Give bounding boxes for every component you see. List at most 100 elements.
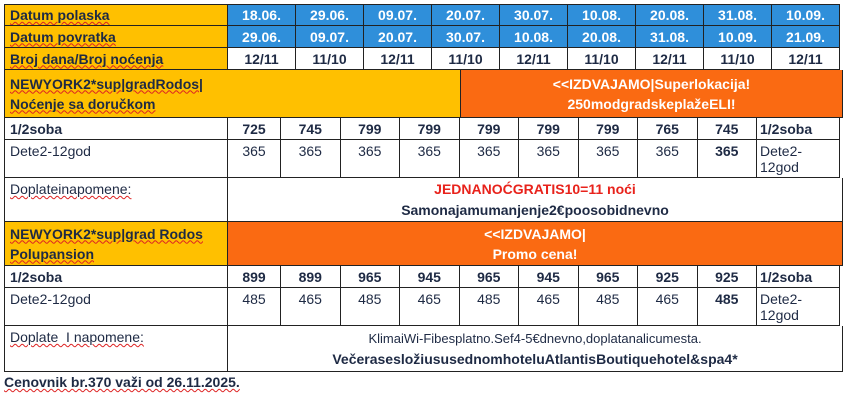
- child-price: 365: [340, 140, 400, 178]
- child-label: Dete2-12god: [4, 288, 228, 326]
- child-price: 365: [519, 140, 579, 178]
- notes-label: Doplate I napomene:: [4, 326, 228, 372]
- hotel2-name-line1: NEWYORK2*sup|grad Rodos: [10, 225, 203, 242]
- room-price: 799: [519, 118, 579, 140]
- return-date: 21.09.: [772, 26, 840, 48]
- departure-date: 09.07.: [364, 4, 432, 26]
- child-price: 365: [228, 140, 281, 178]
- nights-value: 12/11: [228, 48, 296, 70]
- room-label: 1/2soba: [4, 118, 228, 140]
- room-price: 745: [697, 118, 757, 140]
- child-price: 485: [340, 288, 400, 326]
- child-label-end-2: 12god: [760, 159, 799, 175]
- return-date: 10.09.: [704, 26, 772, 48]
- hotel2-notes-line2: VečerasesložiususednomhoteluAtlantisBout…: [332, 350, 738, 367]
- child-label-end: Dete2- 12god: [757, 288, 840, 326]
- hotel1-name-line1: NEWYORK2*sup|gradRodos|: [10, 75, 203, 92]
- room-label: 1/2soba: [4, 266, 228, 288]
- departure-date: 20.08.: [636, 4, 704, 26]
- room-price: 945: [519, 266, 579, 288]
- hotel1-notes: JEDNANOĆGRATIS10=11 noći Samonajamumanje…: [228, 178, 843, 222]
- room-price: 925: [638, 266, 698, 288]
- child-price: 465: [281, 288, 341, 326]
- nights-value: 11/10: [704, 48, 772, 70]
- departure-label-text: Datum polaska: [10, 7, 110, 23]
- room-price: 765: [638, 118, 698, 140]
- departure-date: 10.08.: [568, 4, 636, 26]
- departure-date: 20.07.: [432, 4, 500, 26]
- hotel1-notes-row: Doplateinapomene: JEDNANOĆGRATIS10=11 no…: [4, 178, 843, 222]
- room-price: 965: [578, 266, 638, 288]
- departure-date: 18.06.: [228, 4, 296, 26]
- room-price: 799: [400, 118, 460, 140]
- return-date: 20.08.: [568, 26, 636, 48]
- return-label: Datum povratka: [4, 26, 228, 48]
- nights-label: Broj dana/Broj noćenja: [4, 48, 228, 70]
- nights-value: 12/11: [364, 48, 432, 70]
- hotel1-header-row: NEWYORK2*sup|gradRodos| Noćenje sa doruč…: [4, 70, 843, 118]
- nights-label-text: Broj dana/Broj noćenja: [10, 50, 164, 67]
- footer-text: Cenovnik br.370 važi od 26.11.2025.: [4, 374, 240, 390]
- departure-label: Datum polaska: [4, 4, 228, 26]
- room-label-end: 1/2soba: [757, 118, 840, 140]
- hotel2-banner-line1: <<IZDVAJAMO|: [484, 225, 586, 242]
- room-price: 799: [459, 118, 519, 140]
- hotel1-name-line2: Noćenje sa doručkom: [10, 95, 156, 112]
- child-price: 365: [459, 140, 519, 178]
- child-label: Dete2-12god: [4, 140, 228, 178]
- hotel2-notes-line1: KlimaiWi-Fibesplatno.Sef4-5€dnevno,dopla…: [368, 330, 702, 346]
- hotel2-banner: <<IZDVAJAMO| Promo cena!: [228, 222, 843, 266]
- hotel2-header-row: NEWYORK2*sup|grad Rodos Polupansion <<IZ…: [4, 222, 843, 266]
- room-price: 899: [228, 266, 281, 288]
- child-price: 485: [228, 288, 281, 326]
- child-label-end: Dete2- 12god: [757, 140, 840, 178]
- child-price: 485: [459, 288, 519, 326]
- hotel2-room-row: 1/2soba 899 899 965 945 965 945 965 925 925 1/2s…: [4, 266, 840, 288]
- room-price: 899: [281, 266, 341, 288]
- hotel2-notes-row: Doplate I napomene: KlimaiWi-Fibesplatno…: [4, 326, 843, 372]
- hotel1-room-row: 1/2soba 725 745 799 799 799 799 799 765 745 1/2s…: [4, 118, 840, 140]
- hotel1-notes-line2: Samonajamumanjenje2€poosobidnevno: [401, 202, 669, 218]
- room-price: 945: [400, 266, 460, 288]
- hotel1-banner-line1: <<IZDVAJAMO|Superlokacija!: [552, 75, 751, 92]
- room-price: 799: [340, 118, 400, 140]
- notes-label-text: Doplateinapomene:: [10, 181, 132, 197]
- return-date: 10.08.: [500, 26, 568, 48]
- hotel1-child-row: Dete2-12god 365 365 365 365 365 365 365 365 365 …: [4, 140, 840, 178]
- hotel2-child-row: Dete2-12god 485 465 485 465 485 465 485 465 485 …: [4, 288, 840, 326]
- child-price: 465: [638, 288, 698, 326]
- nights-value: 11/10: [568, 48, 636, 70]
- return-row: Datum povratka 29.06. 09.07. 20.07. 30.07. 1…: [4, 26, 840, 48]
- notes-label-text: Doplate I napomene:: [10, 329, 144, 345]
- hotel1-notes-line1: JEDNANOĆGRATIS10=11 noći: [434, 181, 636, 197]
- child-price: 485: [697, 288, 757, 326]
- hotel2-notes: KlimaiWi-Fibesplatno.Sef4-5€dnevno,dopla…: [228, 326, 843, 372]
- return-date: 29.06.: [228, 26, 296, 48]
- child-price: 365: [400, 140, 460, 178]
- child-price: 465: [519, 288, 579, 326]
- child-price: 365: [578, 140, 638, 178]
- child-price: 365: [697, 140, 757, 178]
- child-label-end-1: Dete2-: [760, 143, 803, 159]
- child-label-end-2: 12god: [760, 307, 799, 323]
- departure-date: 29.06.: [296, 4, 364, 26]
- price-list-footer: Cenovnik br.370 važi od 26.11.2025.: [4, 374, 240, 390]
- return-date: 09.07.: [296, 26, 364, 48]
- room-price: 799: [578, 118, 638, 140]
- return-date: 30.07.: [432, 26, 500, 48]
- departure-row: Datum polaska 18.06. 29.06. 09.07. 20.07. 30…: [4, 4, 840, 26]
- child-price: 465: [400, 288, 460, 326]
- hotel2-name-line2: Polupansion: [10, 245, 94, 262]
- hotel1-banner: <<IZDVAJAMO|Superlokacija! 250modgradske…: [461, 70, 843, 118]
- nights-value: 11/10: [296, 48, 364, 70]
- nights-value: 12/11: [636, 48, 704, 70]
- child-price: 485: [578, 288, 638, 326]
- nights-value: 12/11: [500, 48, 568, 70]
- nights-value: 12/11: [772, 48, 840, 70]
- child-price: 365: [638, 140, 698, 178]
- notes-label: Doplateinapomene:: [4, 178, 228, 222]
- return-label-text: Datum povratka: [10, 28, 116, 45]
- return-date: 20.07.: [364, 26, 432, 48]
- room-price: 745: [281, 118, 341, 140]
- return-date: 31.08.: [636, 26, 704, 48]
